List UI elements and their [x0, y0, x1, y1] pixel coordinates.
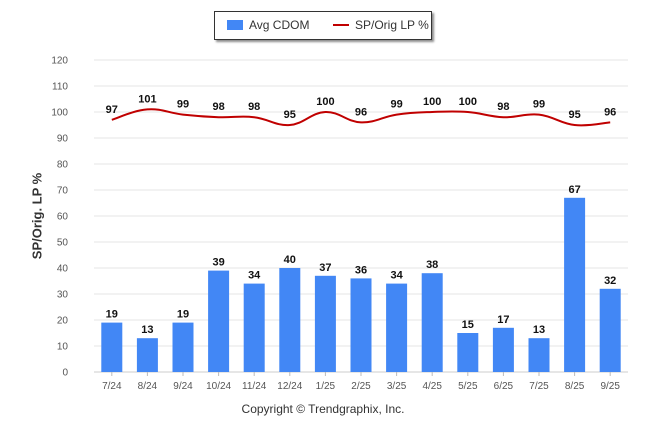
- bar-data-label: 37: [319, 262, 331, 274]
- line-data-label: 98: [497, 101, 509, 113]
- x-tick-label: 12/24: [277, 381, 302, 392]
- bar-data-label: 19: [106, 309, 118, 321]
- x-tick-label: 7/24: [102, 381, 122, 392]
- line-data-label: 101: [138, 93, 156, 105]
- bar: [528, 338, 550, 372]
- bar-data-label: 40: [284, 254, 296, 266]
- line-data-label: 97: [106, 104, 118, 116]
- x-tick-label: 3/25: [387, 381, 407, 392]
- bar-data-label: 67: [568, 184, 580, 196]
- line-data-label: 99: [177, 99, 189, 111]
- x-tick-label: 9/25: [600, 381, 620, 392]
- legend-line-swatch: [333, 24, 349, 26]
- y-tick-label: 120: [51, 56, 68, 67]
- bar: [101, 322, 123, 372]
- bar-data-label: 15: [462, 319, 474, 331]
- line-data-label: 98: [212, 101, 224, 113]
- bar: [172, 322, 194, 372]
- y-tick-label: 40: [57, 264, 69, 275]
- x-tick-label: 6/25: [494, 381, 514, 392]
- bar-data-label: 17: [497, 314, 509, 326]
- x-tick-label: 4/25: [422, 381, 442, 392]
- bar-data-label: 34: [248, 270, 261, 282]
- y-axis-title: SP/Orig. LP %: [29, 172, 45, 260]
- bar: [421, 273, 443, 372]
- x-tick-label: 10/24: [206, 381, 231, 392]
- bar-data-label: 32: [604, 275, 616, 287]
- line-data-label: 96: [604, 106, 616, 118]
- line-data-label: 100: [316, 96, 334, 108]
- line-data-label: 99: [390, 99, 402, 111]
- bar-data-label: 13: [533, 324, 545, 336]
- series-line-sp-orig-lp: [111, 108, 611, 127]
- line-data-label: 95: [284, 109, 296, 121]
- x-tick-label: 2/25: [351, 381, 371, 392]
- legend-line-label: SP/Orig LP %: [355, 18, 429, 32]
- y-tick-label: 0: [62, 368, 68, 379]
- x-tick-label: 9/24: [173, 381, 193, 392]
- y-tick-label: 70: [57, 186, 69, 197]
- bar-data-label: 38: [426, 259, 438, 271]
- y-tick-label: 80: [57, 160, 69, 171]
- legend: Avg CDOM SP/Orig LP %: [214, 11, 432, 40]
- bar: [314, 275, 336, 372]
- bar: [599, 288, 621, 372]
- bar: [208, 270, 230, 372]
- bar: [350, 278, 372, 372]
- bar-data-label: 39: [212, 257, 224, 269]
- copyright-footer: Copyright © Trendgraphix, Inc.: [241, 402, 405, 416]
- bar-data-label: 36: [355, 264, 367, 276]
- line-data-label: 95: [568, 109, 580, 121]
- legend-bar-swatch: [227, 20, 243, 30]
- bar-data-label: 19: [177, 309, 189, 321]
- y-tick-label: 90: [57, 134, 69, 145]
- x-tick-label: 1/25: [316, 381, 336, 392]
- x-tick-label: 8/25: [565, 381, 585, 392]
- y-tick-label: 10: [57, 342, 69, 353]
- bar-data-label: 34: [390, 270, 403, 282]
- y-tick-label: 100: [51, 108, 68, 119]
- y-tick-label: 50: [57, 238, 69, 249]
- line-data-label: 99: [533, 99, 545, 111]
- line-data-label: 100: [459, 96, 477, 108]
- y-tick-label: 30: [57, 290, 69, 301]
- bar: [279, 268, 301, 372]
- bar: [386, 283, 408, 372]
- line-data-label: 100: [423, 96, 441, 108]
- bar: [564, 197, 586, 372]
- x-tick-label: 5/25: [458, 381, 478, 392]
- bar: [243, 283, 265, 372]
- line-data-label: 96: [355, 106, 367, 118]
- x-tick-label: 7/25: [529, 381, 549, 392]
- legend-bar-label: Avg CDOM: [249, 18, 310, 32]
- bar: [457, 333, 479, 372]
- line-data-label: 98: [248, 101, 260, 113]
- bar-data-label: 13: [141, 324, 153, 336]
- bar: [492, 327, 514, 372]
- x-tick-label: 8/24: [138, 381, 158, 392]
- y-tick-label: 20: [57, 316, 69, 327]
- bar: [136, 338, 158, 372]
- y-tick-label: 60: [57, 212, 69, 223]
- x-tick-label: 11/24: [242, 381, 267, 392]
- y-tick-label: 110: [52, 82, 68, 93]
